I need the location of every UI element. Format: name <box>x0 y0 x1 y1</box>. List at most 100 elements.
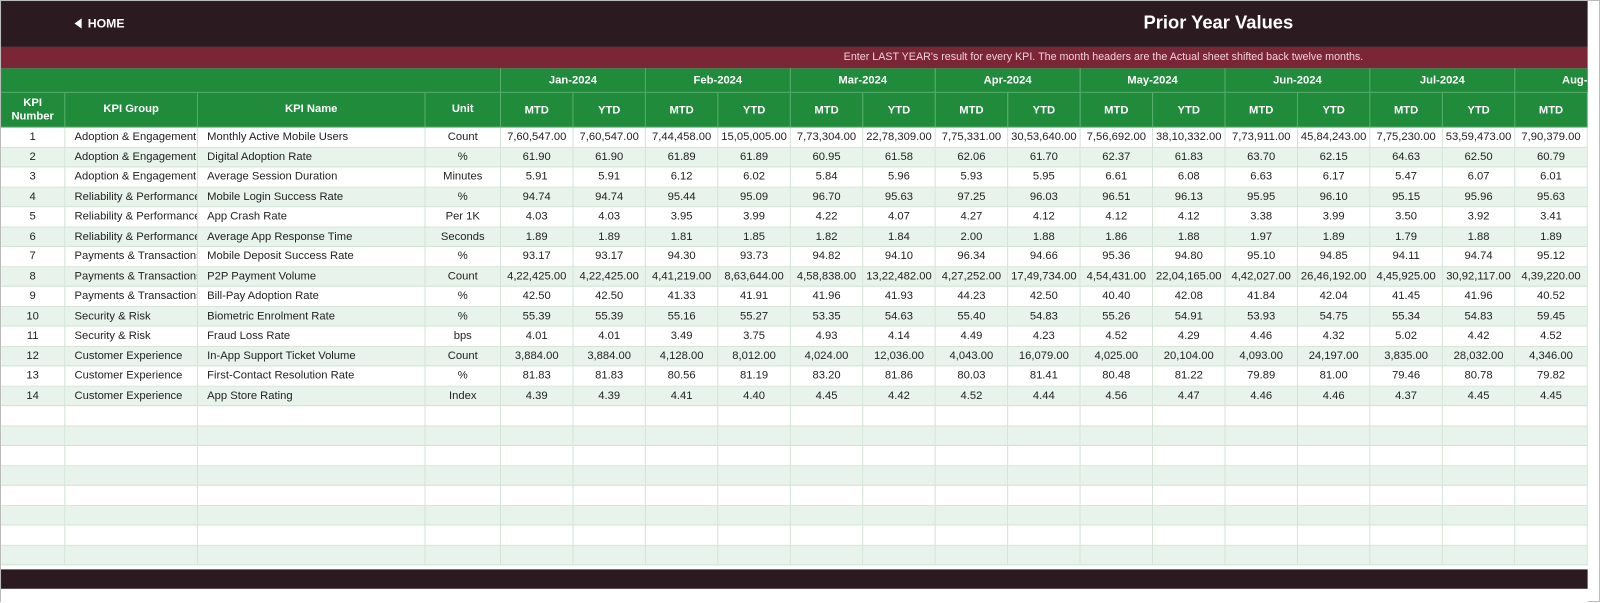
empty-cell[interactable] <box>646 426 718 446</box>
empty-cell[interactable] <box>718 506 790 526</box>
empty-cell[interactable] <box>198 486 426 506</box>
value-cell[interactable]: 4.40 <box>718 386 790 406</box>
empty-cell[interactable] <box>1008 426 1080 446</box>
value-cell[interactable]: 24,197.00 <box>1298 346 1370 366</box>
value-cell[interactable]: 55.40 <box>936 307 1008 327</box>
value-cell[interactable]: 4.46 <box>1226 327 1298 347</box>
empty-cell[interactable] <box>426 466 502 486</box>
empty-cell[interactable] <box>718 545 790 565</box>
empty-cell[interactable] <box>1370 486 1442 506</box>
empty-cell[interactable] <box>1008 446 1080 466</box>
value-cell[interactable]: 96.51 <box>1081 187 1153 207</box>
value-cell[interactable]: 62.06 <box>936 147 1008 167</box>
value-cell[interactable]: 6.02 <box>718 167 790 187</box>
value-cell[interactable]: 94.80 <box>1153 247 1225 267</box>
value-cell[interactable]: 4.07 <box>863 207 935 227</box>
empty-cell[interactable] <box>936 466 1008 486</box>
kpi-number[interactable]: 11 <box>1 327 65 347</box>
empty-cell[interactable] <box>1 545 65 565</box>
kpi-group[interactable]: Reliability & Performance <box>65 227 198 247</box>
empty-cell[interactable] <box>1370 446 1442 466</box>
value-cell[interactable]: 4,128.00 <box>646 346 718 366</box>
empty-cell[interactable] <box>791 446 863 466</box>
value-cell[interactable]: 1.89 <box>573 227 645 247</box>
value-cell[interactable]: 6.63 <box>1226 167 1298 187</box>
value-cell[interactable]: 3.49 <box>646 327 718 347</box>
kpi-name[interactable]: Bill-Pay Adoption Rate <box>198 287 426 307</box>
empty-cell[interactable] <box>1008 506 1080 526</box>
unit[interactable]: % <box>426 247 502 267</box>
unit[interactable]: Count <box>426 346 502 366</box>
empty-cell[interactable] <box>936 426 1008 446</box>
value-cell[interactable]: 3.38 <box>1226 207 1298 227</box>
value-cell[interactable]: 30,92,117.00 <box>1443 267 1515 287</box>
value-cell[interactable]: 4.46 <box>1226 386 1298 406</box>
unit[interactable]: Seconds <box>426 227 502 247</box>
value-cell[interactable]: 4,024.00 <box>791 346 863 366</box>
unit[interactable]: % <box>426 287 502 307</box>
value-cell[interactable]: 96.34 <box>936 247 1008 267</box>
value-cell[interactable]: 95.44 <box>646 187 718 207</box>
value-cell[interactable]: 6.12 <box>646 167 718 187</box>
value-cell[interactable]: 1.85 <box>718 227 790 247</box>
unit[interactable]: % <box>426 366 502 386</box>
value-cell[interactable]: 26,46,192.00 <box>1298 267 1370 287</box>
value-cell[interactable]: 6.08 <box>1153 167 1225 187</box>
value-cell[interactable]: 1.86 <box>1081 227 1153 247</box>
value-cell[interactable]: 61.58 <box>863 147 935 167</box>
empty-cell[interactable] <box>1 446 65 466</box>
value-cell[interactable]: 7,73,304.00 <box>791 128 863 148</box>
kpi-name[interactable]: Average App Response Time <box>198 227 426 247</box>
value-cell[interactable]: 61.89 <box>646 147 718 167</box>
value-cell[interactable]: 1.81 <box>646 227 718 247</box>
empty-cell[interactable] <box>646 466 718 486</box>
value-cell[interactable]: 4.56 <box>1081 386 1153 406</box>
unit[interactable]: % <box>426 307 502 327</box>
empty-cell[interactable] <box>1226 406 1298 426</box>
kpi-name[interactable]: In-App Support Ticket Volume <box>198 346 426 366</box>
kpi-group[interactable]: Reliability & Performance <box>65 207 198 227</box>
empty-cell[interactable] <box>573 466 645 486</box>
empty-cell[interactable] <box>936 406 1008 426</box>
empty-cell[interactable] <box>936 545 1008 565</box>
empty-cell[interactable] <box>646 506 718 526</box>
empty-cell[interactable] <box>1081 446 1153 466</box>
value-cell[interactable]: 79.82 <box>1515 366 1587 386</box>
value-cell[interactable]: 7,56,692.00 <box>1081 128 1153 148</box>
empty-cell[interactable] <box>1370 506 1442 526</box>
empty-cell[interactable] <box>1226 526 1298 546</box>
empty-cell[interactable] <box>1226 545 1298 565</box>
empty-cell[interactable] <box>1443 545 1515 565</box>
value-cell[interactable]: 8,012.00 <box>718 346 790 366</box>
value-cell[interactable]: 5.96 <box>863 167 935 187</box>
value-cell[interactable]: 4.45 <box>1443 386 1515 406</box>
value-cell[interactable]: 60.95 <box>791 147 863 167</box>
kpi-name[interactable]: P2P Payment Volume <box>198 267 426 287</box>
value-cell[interactable]: 1.88 <box>1008 227 1080 247</box>
value-cell[interactable]: 7,44,458.00 <box>646 128 718 148</box>
empty-cell[interactable] <box>65 506 198 526</box>
value-cell[interactable]: 55.39 <box>573 307 645 327</box>
kpi-name[interactable]: Monthly Active Mobile Users <box>198 128 426 148</box>
value-cell[interactable]: 3.41 <box>1515 207 1587 227</box>
kpi-name[interactable]: App Store Rating <box>198 386 426 406</box>
empty-cell[interactable] <box>1515 506 1587 526</box>
value-cell[interactable]: 4,58,838.00 <box>791 267 863 287</box>
value-cell[interactable]: 13,22,482.00 <box>863 267 935 287</box>
kpi-group[interactable]: Adoption & Engagement <box>65 167 198 187</box>
value-cell[interactable]: 93.73 <box>718 247 790 267</box>
empty-cell[interactable] <box>1008 486 1080 506</box>
value-cell[interactable]: 94.74 <box>1443 247 1515 267</box>
empty-cell[interactable] <box>426 426 502 446</box>
home-label[interactable]: HOME <box>88 16 125 30</box>
value-cell[interactable]: 42.50 <box>573 287 645 307</box>
empty-cell[interactable] <box>1298 446 1370 466</box>
kpi-name[interactable]: First-Contact Resolution Rate <box>198 366 426 386</box>
empty-cell[interactable] <box>1153 406 1225 426</box>
kpi-name[interactable]: Mobile Login Success Rate <box>198 187 426 207</box>
empty-cell[interactable] <box>863 466 935 486</box>
value-cell[interactable]: 42.50 <box>501 287 573 307</box>
empty-cell[interactable] <box>936 506 1008 526</box>
empty-cell[interactable] <box>1443 486 1515 506</box>
kpi-group[interactable]: Reliability & Performance <box>65 187 198 207</box>
